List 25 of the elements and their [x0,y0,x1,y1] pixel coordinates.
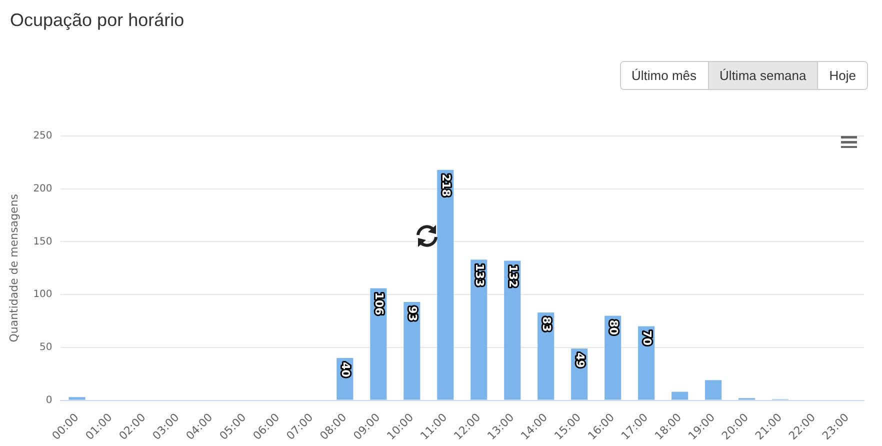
y-axis-title: Quantidade de mensagens [7,194,20,342]
bar [437,170,454,400]
data-label: 40 [339,362,352,378]
y-tick-label: 200 [33,183,52,194]
bar [672,392,688,400]
y-tick-label: 100 [33,289,52,300]
data-label: 218 [440,174,453,197]
y-tick-label: 250 [33,130,52,142]
chart-title: Ocupação por horário [10,10,184,31]
data-label: 80 [606,320,620,336]
y-tick-label: 0 [46,394,52,406]
data-label: 83 [540,316,554,332]
data-label: 132 [506,264,520,288]
data-label: 93 [406,306,420,322]
bar [705,380,722,400]
text: Última semana [708,62,818,89]
data-label: 133 [473,264,486,287]
y-tick-label: 150 [33,236,52,248]
data-label: 70 [640,330,654,346]
data-label: 106 [372,292,386,316]
text: Hoje [817,62,867,89]
bar [68,397,86,400]
text: Último mês [620,62,708,89]
data-label: 49 [573,352,586,368]
y-tick-label: 50 [40,342,52,353]
